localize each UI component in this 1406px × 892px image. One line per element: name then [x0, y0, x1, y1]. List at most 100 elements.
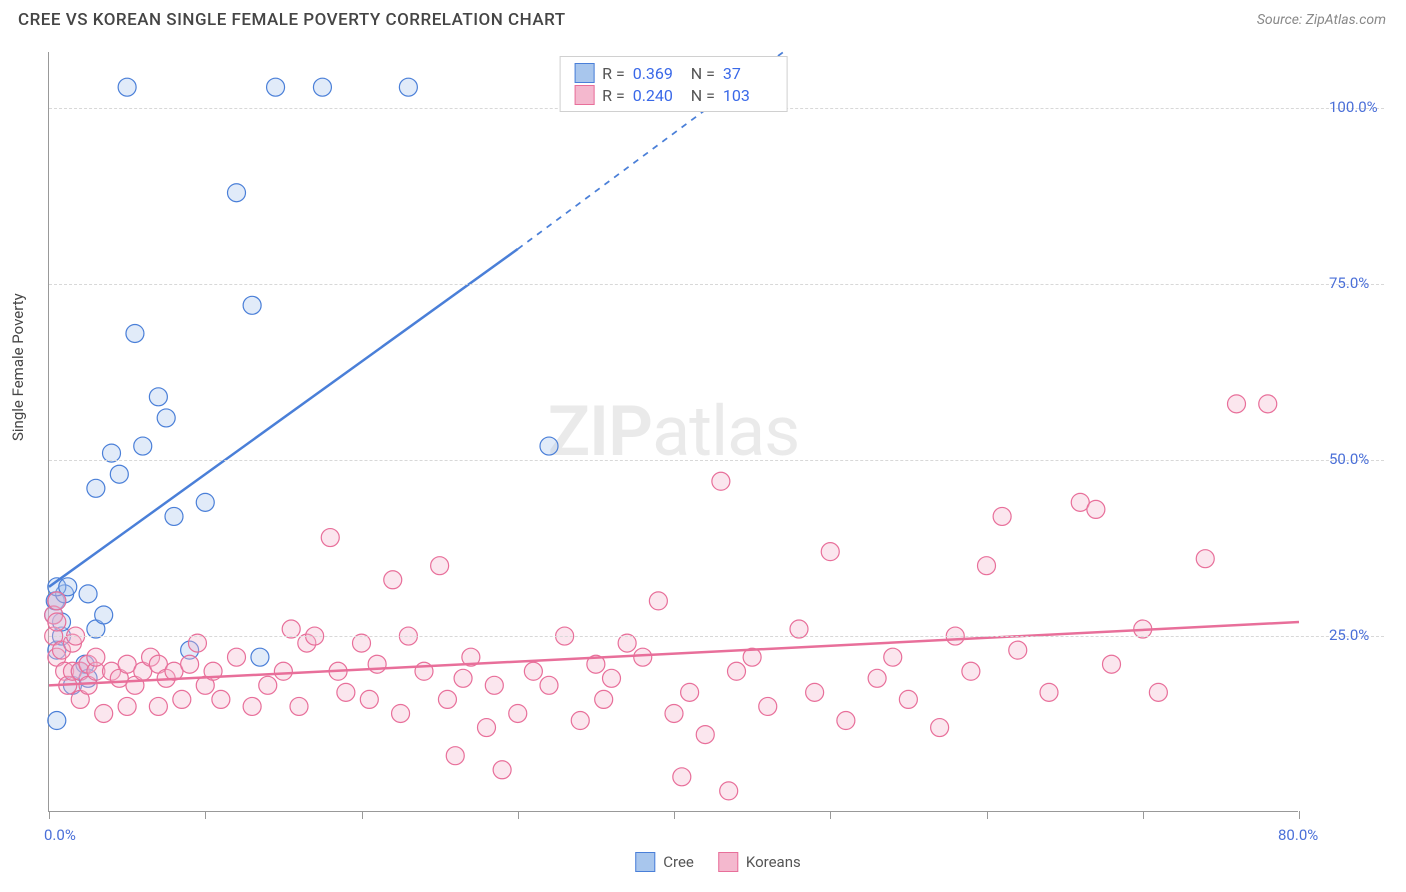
swatch-koreans-icon: [718, 852, 738, 872]
source-label: Source: ZipAtlas.com: [1257, 12, 1386, 28]
data-point: [993, 507, 1011, 525]
data-point: [110, 465, 128, 483]
series-legend: Cree Koreans: [635, 852, 800, 872]
n-label: N =: [691, 64, 715, 83]
data-point: [884, 648, 902, 666]
data-point: [1149, 683, 1167, 701]
data-point: [931, 719, 949, 737]
plot-area: ZIPatlas R = 0.369 N = 37 R = 0.240 N = …: [48, 52, 1298, 812]
chart-header: CREE VS KOREAN SINGLE FEMALE POVERTY COR…: [0, 0, 1406, 36]
data-point: [837, 712, 855, 730]
data-point: [48, 592, 66, 610]
data-point: [149, 388, 167, 406]
data-point: [978, 557, 996, 575]
data-point: [118, 78, 136, 96]
data-point: [243, 296, 261, 314]
data-point: [728, 662, 746, 680]
x-tick: [674, 811, 675, 819]
data-point: [634, 648, 652, 666]
data-point: [1259, 395, 1277, 413]
legend-row-cree: R = 0.369 N = 37: [574, 63, 773, 83]
data-point: [673, 768, 691, 786]
x-tick: [1143, 811, 1144, 819]
data-point: [87, 479, 105, 497]
legend-item-cree: Cree: [635, 852, 694, 872]
data-point: [196, 493, 214, 511]
data-point: [696, 726, 714, 744]
data-point: [181, 655, 199, 673]
data-point: [431, 557, 449, 575]
n-value-cree: 37: [723, 64, 773, 83]
data-point: [95, 704, 113, 722]
y-tick-label: 50.0%: [1329, 450, 1369, 468]
chart-title: CREE VS KOREAN SINGLE FEMALE POVERTY COR…: [18, 10, 566, 30]
data-point: [806, 683, 824, 701]
swatch-cree-icon: [635, 852, 655, 872]
x-tick: [518, 811, 519, 819]
data-point: [962, 662, 980, 680]
data-point: [1196, 550, 1214, 568]
data-point: [595, 690, 613, 708]
chart-container: Single Female Poverty ZIPatlas R = 0.369…: [48, 52, 1388, 842]
gridline: [49, 460, 1384, 461]
data-point: [173, 690, 191, 708]
data-point: [392, 704, 410, 722]
n-value-koreans: 103: [723, 86, 773, 105]
data-point: [368, 655, 386, 673]
data-point: [165, 507, 183, 525]
data-point: [321, 529, 339, 547]
data-point: [48, 613, 66, 631]
trendline: [49, 249, 518, 587]
y-tick-label: 75.0%: [1329, 274, 1369, 292]
data-point: [251, 648, 269, 666]
data-point: [274, 662, 292, 680]
data-point: [665, 704, 683, 722]
x-tick: [49, 811, 50, 819]
data-point: [134, 437, 152, 455]
swatch-cree: [574, 63, 594, 83]
data-point: [212, 690, 230, 708]
data-point: [540, 437, 558, 455]
r-value-koreans: 0.240: [633, 86, 683, 105]
y-tick-label: 25.0%: [1329, 626, 1369, 644]
scatter-svg: [49, 52, 1299, 812]
data-point: [821, 543, 839, 561]
x-tick: [830, 811, 831, 819]
data-point: [868, 669, 886, 687]
data-point: [149, 697, 167, 715]
data-point: [126, 324, 144, 342]
data-point: [259, 676, 277, 694]
r-label: R =: [602, 64, 625, 83]
correlation-legend: R = 0.369 N = 37 R = 0.240 N = 103: [559, 56, 788, 112]
x-tick: [205, 811, 206, 819]
data-point: [603, 669, 621, 687]
x-tick-label: 80.0%: [1278, 826, 1318, 844]
data-point: [1040, 683, 1058, 701]
data-point: [360, 690, 378, 708]
r-value-cree: 0.369: [633, 64, 683, 83]
x-tick: [1299, 811, 1300, 819]
data-point: [720, 782, 738, 800]
data-point: [759, 697, 777, 715]
data-point: [509, 704, 527, 722]
data-point: [267, 78, 285, 96]
data-point: [48, 712, 66, 730]
data-point: [438, 690, 456, 708]
data-point: [1228, 395, 1246, 413]
data-point: [384, 571, 402, 589]
data-point: [1103, 655, 1121, 673]
data-point: [313, 78, 331, 96]
x-tick: [362, 811, 363, 819]
data-point: [87, 648, 105, 666]
data-point: [571, 712, 589, 730]
data-point: [446, 747, 464, 765]
data-point: [290, 697, 308, 715]
y-axis-title: Single Female Poverty: [9, 293, 27, 441]
r-label: R =: [602, 86, 625, 105]
data-point: [454, 669, 472, 687]
data-point: [157, 409, 175, 427]
data-point: [524, 662, 542, 680]
swatch-koreans: [574, 85, 594, 105]
data-point: [243, 697, 261, 715]
y-tick-label: 100.0%: [1329, 98, 1378, 116]
